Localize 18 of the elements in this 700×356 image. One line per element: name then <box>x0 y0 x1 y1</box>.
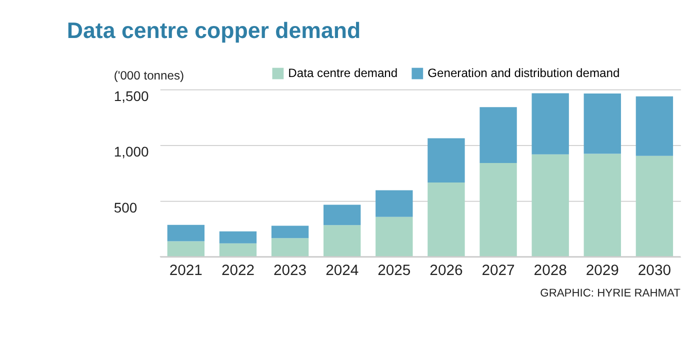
x-tick-label: 2025 <box>378 262 411 279</box>
x-tick-label: 2029 <box>586 262 619 279</box>
text: GRAPHIC: HYRIE RAHMAT <box>540 288 681 300</box>
x-tick-label: 2024 <box>326 262 359 279</box>
legend-label: Generation and distribution demand <box>428 66 620 80</box>
x-tick-label: 2022 <box>221 262 255 279</box>
x-tick-label: 2027 <box>482 262 515 279</box>
x-tick-label: 2028 <box>534 262 567 279</box>
x-tick-label: 2030 <box>638 262 671 279</box>
x-tick-label: 2026 <box>430 262 463 279</box>
y-tick-label: 500 <box>114 199 138 216</box>
chart-title: Data centre copper demand <box>66 18 361 44</box>
y-axis-title: ('000 tonnes) <box>114 68 184 83</box>
x-tick-label: 2023 <box>274 262 307 279</box>
legend-label: Data centre demand <box>288 66 398 80</box>
y-tick-label: 1,000 <box>114 144 150 160</box>
y-tick-label: 1,500 <box>114 88 150 104</box>
x-tick-label: 2021 <box>169 262 202 279</box>
